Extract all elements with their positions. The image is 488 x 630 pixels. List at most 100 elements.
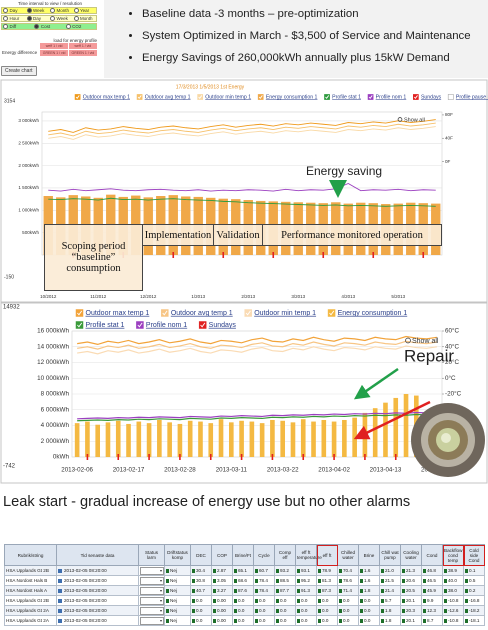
column-header: Comp eff: [275, 545, 296, 566]
legend-item[interactable]: Outdoor avg temp 1: [137, 94, 191, 100]
row-name[interactable]: HSA Upplands Gt 2A: [5, 616, 57, 626]
create-chart-button[interactable]: Create chart: [1, 66, 37, 76]
legend-item[interactable]: Outdoor min temp 1: [198, 94, 252, 100]
radio-option[interactable]: Week: [49, 16, 73, 21]
header-row: Rubrik/stringTid senaste dataStatus larm…: [5, 545, 485, 566]
table-cell: 12.3: [422, 606, 443, 616]
table-cell: 46.5: [422, 576, 443, 586]
radio-option[interactable]: Diff: [2, 24, 33, 29]
y-tick-label: 6 000kWh: [41, 406, 70, 413]
sunday-marker: [210, 454, 212, 460]
column-header: eff ft temperature: [296, 545, 317, 566]
legend-item[interactable]: Outdoor max temp 1: [76, 310, 149, 317]
legend-item[interactable]: Energy consumption 1: [328, 310, 407, 317]
annotation: Energy saving: [306, 164, 382, 178]
dropdown[interactable]: [140, 617, 164, 625]
radio-option[interactable]: Cost: [33, 24, 64, 29]
legend-item[interactable]: Energy consumption 1: [258, 94, 317, 100]
row-name[interactable]: HSA Nordost Hals B: [5, 576, 57, 586]
dropdown[interactable]: [140, 597, 164, 605]
table-cell: 0.0: [233, 606, 254, 616]
status-select[interactable]: [139, 616, 165, 626]
caption: Leak start - gradual increase of energy …: [3, 494, 410, 510]
table-cell: 0.00: [212, 616, 233, 626]
bar: [291, 422, 296, 457]
radio-option[interactable]: Month: [49, 8, 73, 13]
radio-option[interactable]: Day: [2, 8, 26, 13]
table-cell: 0.0: [191, 606, 212, 616]
table-cell: 93.1: [296, 566, 317, 576]
bar: [270, 420, 275, 457]
table-cell: 2013-02-05 08:20:00: [57, 576, 139, 586]
table-cell: 87.6: [233, 586, 254, 596]
x-tick-label: 2013-03-11: [216, 467, 248, 474]
legend-item[interactable]: Sundays: [199, 322, 236, 329]
profile-grid: weff 1 / vidweff 1 / vidGREEN 1 / vidGRE…: [40, 43, 97, 56]
radio-option[interactable]: Month: [73, 16, 97, 21]
radio-option[interactable]: Year: [73, 8, 97, 13]
table-cell: 0.0: [317, 596, 338, 606]
bar: [178, 424, 183, 457]
column-header: Chill wat pump: [380, 545, 401, 566]
profile-cell[interactable]: weff 1 / vid: [40, 43, 68, 49]
table-cell: 91.3: [296, 586, 317, 596]
column-header: Cond: [422, 545, 443, 566]
radio-option[interactable]: CO2: [65, 24, 96, 29]
status-select[interactable]: [139, 606, 165, 616]
dropdown[interactable]: [140, 567, 164, 575]
table-cell: 71.4: [338, 586, 359, 596]
table-cell: 40.7: [191, 586, 212, 596]
sunday-marker: [422, 252, 424, 258]
legend-label: Profile nom 1: [146, 322, 187, 329]
dropdown[interactable]: [140, 577, 164, 585]
radio-option[interactable]: Week: [26, 8, 50, 13]
table-cell: 21.5: [380, 576, 401, 586]
table-cell: 0.0: [359, 616, 380, 626]
y-tick-label: 12 000kWh: [37, 359, 69, 366]
table-cell: 93.2: [275, 566, 296, 576]
table-cell: 38.9: [443, 566, 464, 576]
legend-item[interactable]: Sundays: [413, 94, 441, 100]
status-select[interactable]: [139, 596, 165, 606]
radio-option[interactable]: Day: [26, 16, 50, 21]
row-name[interactable]: HSA Upplands Gt 2B: [5, 596, 57, 606]
status-table: Rubrik/stringTid senaste dataStatus larm…: [4, 544, 484, 626]
dropdown[interactable]: [140, 607, 164, 615]
table-cell: 0.0: [296, 616, 317, 626]
x-tick-label: 2013-03-22: [267, 467, 299, 474]
bar: [85, 422, 90, 457]
bar: [229, 422, 234, 457]
zoom-link[interactable]: Show all: [404, 117, 425, 123]
bar: [239, 421, 244, 457]
legend-label: Outdoor max temp 1: [83, 94, 130, 100]
legend-item[interactable]: Outdoor min temp 1: [245, 310, 316, 317]
legend-item[interactable]: Outdoor avg temp 1: [161, 310, 232, 317]
table-cell: 87.7: [275, 586, 296, 596]
dropdown[interactable]: [140, 587, 164, 595]
status-select[interactable]: [139, 576, 165, 586]
radio-option[interactable]: Hour: [2, 16, 26, 21]
sunday-marker: [302, 454, 304, 460]
profile-cell[interactable]: GREEN 1 / vid: [69, 50, 97, 56]
table-cell: 9.9: [422, 596, 443, 606]
column-header: Rubrik/string: [5, 545, 57, 566]
table-cell: 1.8: [380, 606, 401, 616]
legend-item[interactable]: Outdoor max temp 1: [75, 94, 130, 100]
row-name[interactable]: HSA Upplands Gt 2A: [5, 606, 57, 616]
table-cell: 20.1: [401, 616, 422, 626]
status-select[interactable]: [139, 586, 165, 596]
row-name[interactable]: HSA Upplands Gt 2B: [5, 566, 57, 576]
bar: [311, 422, 316, 457]
table-cell: 0.0: [275, 616, 296, 626]
row-name[interactable]: HSA Nordost Hals A: [5, 586, 57, 596]
table-cell: 8.7: [422, 616, 443, 626]
table-cell: 0.0: [296, 596, 317, 606]
bar: [342, 420, 347, 457]
zoom-link[interactable]: Show all: [412, 338, 439, 345]
profile-cell[interactable]: weff 1 / vid: [69, 43, 97, 49]
status-select[interactable]: [139, 566, 165, 576]
sunday-marker: [241, 454, 243, 460]
y2-tick-label: 40F: [445, 135, 453, 140]
profile-cell[interactable]: GREEN 1 / vid: [40, 50, 68, 56]
sunday-marker: [395, 454, 397, 460]
